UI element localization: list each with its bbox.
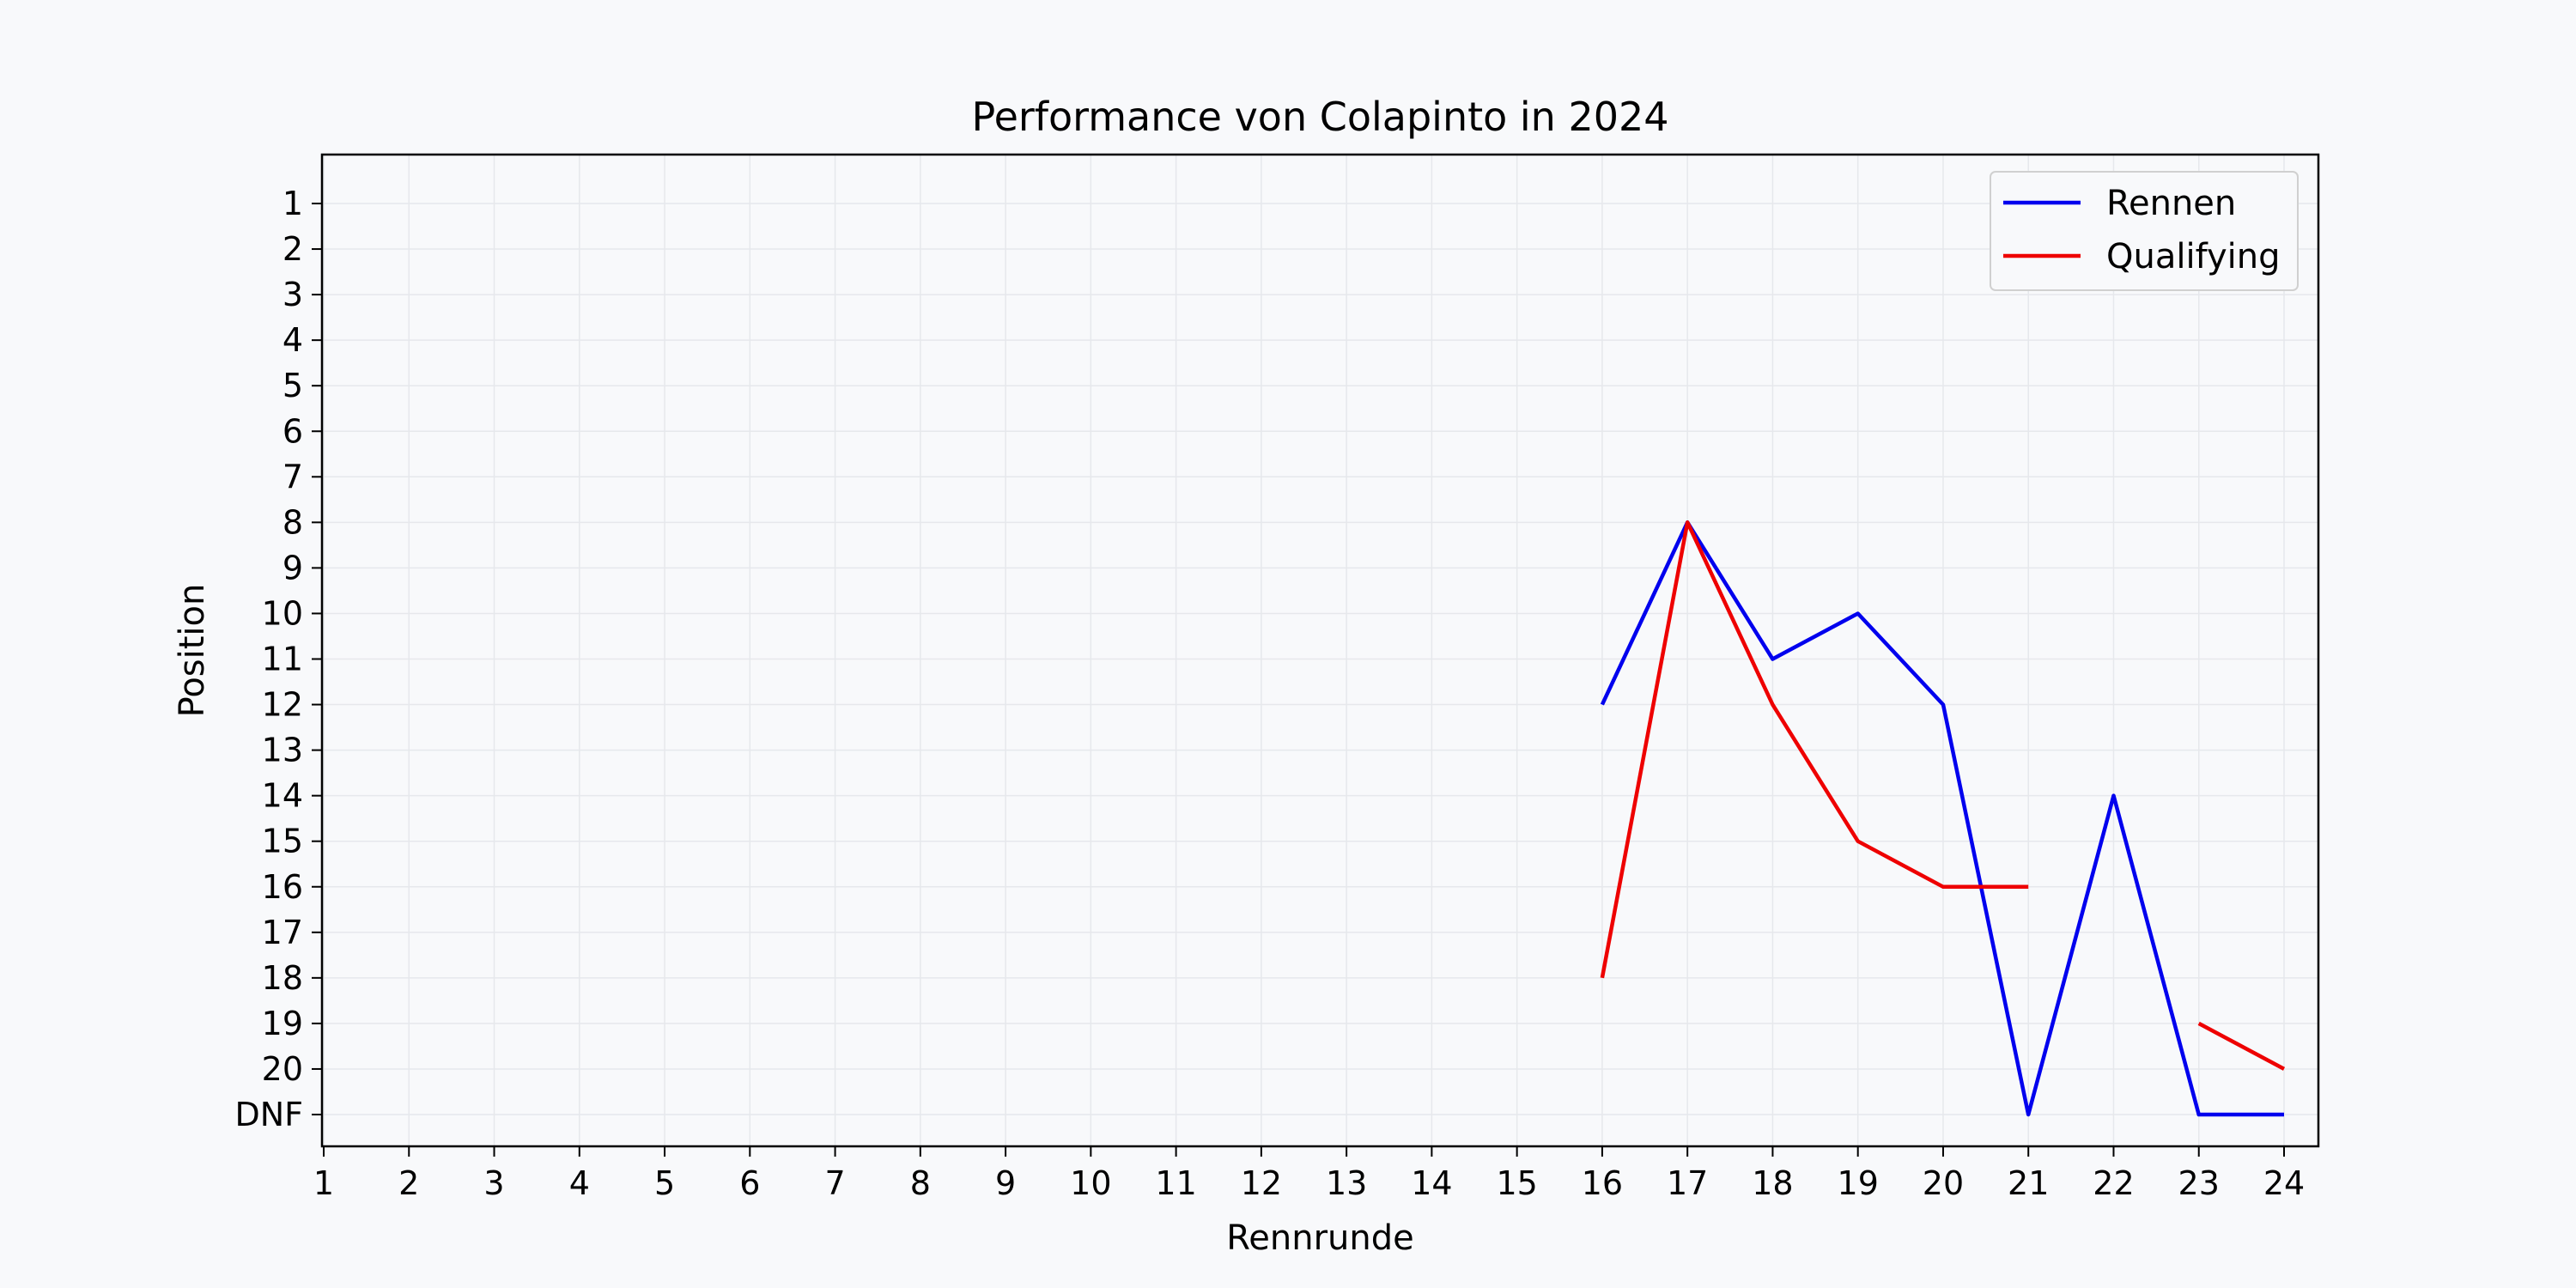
- y-tick-label: 16: [262, 868, 303, 906]
- series: [1600, 520, 2286, 1117]
- x-tick-label: 1: [313, 1164, 334, 1202]
- y-tick-label: DNF: [234, 1096, 303, 1133]
- y-tick-label: 5: [283, 367, 303, 404]
- series-line-qualifying: [1600, 520, 2029, 979]
- y-tick-label: 2: [283, 230, 303, 268]
- x-tick-label: 12: [1241, 1164, 1282, 1202]
- x-tick-label: 22: [2093, 1164, 2134, 1202]
- x-tick-label: 5: [654, 1164, 675, 1202]
- y-tick-label: 18: [262, 959, 303, 997]
- x-tick-label: 9: [995, 1164, 1016, 1202]
- plot-area: [320, 153, 2320, 1148]
- legend-label-rennen: Rennen: [2106, 184, 2236, 223]
- y-axis-title: Position: [173, 584, 212, 718]
- x-tick-label: 14: [1411, 1164, 1452, 1202]
- y-tick-label: 8: [283, 503, 303, 541]
- x-tick-label: 3: [483, 1164, 504, 1202]
- series-line-rennen: [1600, 520, 2284, 1117]
- y-tick-label: 7: [283, 458, 303, 495]
- legend: Rennen Qualifying: [1990, 171, 2299, 291]
- x-tick-label: 8: [910, 1164, 931, 1202]
- x-tick-label: 2: [398, 1164, 419, 1202]
- x-tick-label: 23: [2178, 1164, 2220, 1202]
- y-tick-label: 3: [283, 276, 303, 313]
- x-tick-label: 6: [739, 1164, 760, 1202]
- grid: [322, 155, 2318, 1146]
- y-tick-label: 10: [262, 594, 303, 632]
- chart-title: Performance von Colapinto in 2024: [971, 94, 1668, 140]
- y-tick-label: 11: [262, 641, 303, 678]
- y-tick-label: 13: [262, 732, 303, 769]
- x-tick-label: 7: [824, 1164, 845, 1202]
- x-tick-label: 16: [1582, 1164, 1623, 1202]
- x-axis-title: Rennrunde: [1226, 1218, 1413, 1258]
- y-tick-label: 17: [262, 914, 303, 951]
- x-tick-label: 15: [1496, 1164, 1537, 1202]
- axis-ticks: 1 2 3 4 5 6 7 8 9 10 11 12 13 14 15 16 17 18 19 20 21 22 23 241…: [234, 185, 2305, 1202]
- y-tick-label: 9: [283, 549, 303, 586]
- legend-label-qualifying: Qualifying: [2106, 237, 2280, 276]
- x-tick-label: 18: [1752, 1164, 1793, 1202]
- x-tick-label: 17: [1667, 1164, 1708, 1202]
- y-tick-label: 1: [283, 185, 303, 222]
- y-tick-label: 6: [283, 412, 303, 450]
- y-tick-label: 19: [262, 1005, 303, 1042]
- x-tick-label: 24: [2263, 1164, 2305, 1202]
- x-tick-label: 20: [1923, 1164, 1964, 1202]
- x-tick-label: 19: [1838, 1164, 1879, 1202]
- x-tick-label: 11: [1155, 1164, 1196, 1202]
- x-tick-label: 4: [569, 1164, 590, 1202]
- x-tick-label: 13: [1326, 1164, 1367, 1202]
- y-tick-label: 12: [262, 686, 303, 724]
- y-tick-label: 4: [283, 321, 303, 359]
- y-tick-label: 20: [262, 1050, 303, 1088]
- series-line-qualifying: [2197, 1021, 2286, 1071]
- x-tick-label: 21: [2008, 1164, 2049, 1202]
- y-tick-label: 15: [262, 823, 303, 860]
- y-tick-label: 14: [262, 777, 303, 815]
- x-tick-label: 10: [1070, 1164, 1111, 1202]
